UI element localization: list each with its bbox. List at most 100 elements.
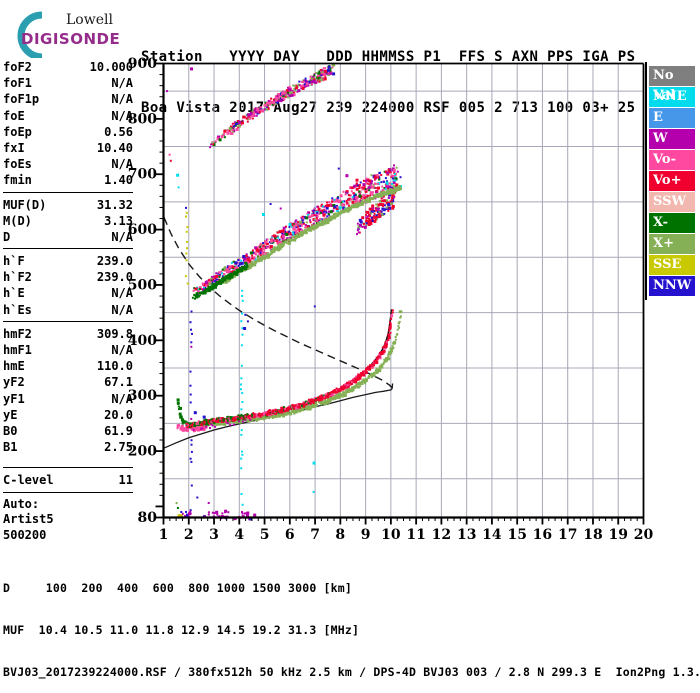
parameter-label: D bbox=[3, 229, 11, 244]
parameter-label: hmF2 bbox=[3, 326, 32, 341]
parameter-value: N/A bbox=[111, 108, 133, 123]
svg-text:15: 15 bbox=[507, 527, 526, 543]
header-field-labels: Station YYYY DAY DDD HHMMSS P1 FFS S AXN… bbox=[141, 49, 636, 65]
divider bbox=[3, 467, 133, 469]
parameter-row: h`Es N/A bbox=[3, 302, 133, 318]
parameter-row: D N/A bbox=[3, 229, 133, 245]
parameter-value: N/A bbox=[111, 92, 133, 107]
parameter-row: foF1p N/A bbox=[3, 91, 133, 107]
logo-arc-icon bbox=[17, 11, 43, 61]
parameter-row: M(D) 3.13 bbox=[3, 213, 133, 229]
parameter-label: fmin bbox=[3, 173, 32, 188]
parameter-row: yE 20.0 bbox=[3, 407, 133, 423]
distance-row: D 100 200 400 600 800 1000 1500 3000 [km… bbox=[3, 581, 353, 595]
parameter-label: MUF(D) bbox=[3, 197, 47, 212]
parameter-label: h`E bbox=[3, 286, 25, 301]
station-header: Station YYYY DAY DDD HHMMSS P1 FFS S AXN… bbox=[141, 15, 635, 134]
parameter-row: MUF(D) 31.32 bbox=[3, 197, 133, 213]
autoscaling-info-line: Auto: bbox=[3, 496, 40, 511]
parameter-row: fxI 10.40 bbox=[3, 140, 133, 156]
parameter-value: 67.1 bbox=[104, 375, 133, 390]
svg-text:18: 18 bbox=[583, 527, 602, 543]
parameter-label: foEs bbox=[3, 157, 32, 172]
legend-separator bbox=[645, 62, 647, 300]
divider bbox=[3, 491, 133, 493]
parameter-row: h`F 239.0 bbox=[3, 253, 133, 269]
parameter-value: 11 bbox=[118, 473, 133, 488]
parameter-row: hmF1 N/A bbox=[3, 342, 133, 358]
parameter-label: foF1 bbox=[3, 76, 32, 91]
parameter-row: h`F2 239.0 bbox=[3, 269, 133, 285]
svg-text:5: 5 bbox=[260, 527, 270, 543]
parameter-label: hmF1 bbox=[3, 343, 32, 357]
parameter-row: foE N/A bbox=[3, 108, 133, 124]
header-field-values: Boa Vista 2017 Aug27 239 224000 RSF 005 … bbox=[141, 100, 636, 116]
autoscaling-info-line: Artist5 bbox=[3, 512, 54, 526]
legend-item: Vo- bbox=[649, 150, 695, 170]
digisonde-logo: Lowell DIGISONDE bbox=[8, 4, 138, 61]
logo-lowell-text: Lowell bbox=[66, 12, 113, 28]
parameter-value: 61.9 bbox=[104, 423, 133, 438]
parameter-value: 309.8 bbox=[96, 326, 133, 341]
svg-text:300: 300 bbox=[128, 388, 157, 404]
filename-row: BVJ03_2017239224000.RSF / 380fx512h 50 k… bbox=[3, 665, 700, 679]
parameter-panel: foF2 10.000 foF1 N/A foF1p N/A foE N/A foEp 0.56 f… bbox=[3, 59, 133, 543]
legend-item: X+ bbox=[649, 234, 695, 254]
svg-text:500: 500 bbox=[128, 278, 157, 294]
parameter-row: hmE 110.0 bbox=[3, 358, 133, 374]
divider bbox=[3, 320, 133, 322]
parameter-label: h`F bbox=[3, 254, 25, 269]
parameter-label: hmE bbox=[3, 359, 25, 374]
parameter-value: 2.75 bbox=[104, 440, 133, 455]
parameter-row: foEp 0.56 bbox=[3, 124, 133, 140]
svg-text:13: 13 bbox=[457, 527, 476, 543]
parameter-label: h`Es bbox=[3, 302, 32, 317]
svg-text:19: 19 bbox=[608, 527, 627, 543]
svg-text:1: 1 bbox=[159, 527, 169, 543]
legend-item: SSW bbox=[649, 192, 695, 212]
legend-item: No Val bbox=[649, 66, 695, 103]
parameter-value: 239.0 bbox=[96, 270, 133, 285]
parameter-row: fmin 1.40 bbox=[3, 172, 133, 188]
parameter-row: foF1 N/A bbox=[3, 75, 133, 91]
parameter-label: yF1 bbox=[3, 391, 25, 406]
parameter-value: 20.0 bbox=[104, 407, 133, 422]
svg-text:800: 800 bbox=[128, 111, 157, 127]
svg-text:600: 600 bbox=[128, 222, 157, 238]
parameter-value: 110.0 bbox=[96, 359, 133, 374]
parameter-label: foF1p bbox=[3, 92, 40, 107]
parameter-label: M(D) bbox=[3, 213, 32, 228]
svg-text:10: 10 bbox=[381, 527, 401, 543]
parameter-label: h`F2 bbox=[3, 270, 32, 285]
svg-text:200: 200 bbox=[128, 444, 157, 460]
parameter-row: hmF2 309.8 bbox=[3, 326, 133, 342]
legend-item: NNW bbox=[649, 276, 695, 296]
parameter-value: 0.56 bbox=[104, 124, 133, 139]
parameter-value: 3.13 bbox=[104, 213, 133, 228]
divider bbox=[3, 191, 133, 193]
parameter-label: fxI bbox=[3, 140, 25, 155]
digisonde-ionogram-window: { "logo": {"line1": "Lowell", "line2": "… bbox=[3, 4, 700, 679]
svg-text:2: 2 bbox=[184, 527, 194, 543]
parameter-row: C-level 11 bbox=[3, 472, 133, 488]
parameter-row: B0 61.9 bbox=[3, 423, 133, 439]
parameter-value: N/A bbox=[111, 391, 133, 406]
parameter-value: N/A bbox=[111, 157, 133, 172]
bottom-info: D 100 200 400 600 800 1000 1500 3000 [km… bbox=[3, 553, 700, 693]
parameter-value: N/A bbox=[111, 229, 133, 244]
svg-text:20: 20 bbox=[634, 527, 654, 543]
divider bbox=[3, 248, 133, 250]
svg-text:3: 3 bbox=[209, 527, 219, 543]
svg-text:7: 7 bbox=[310, 527, 320, 543]
parameter-row: yF1 N/A bbox=[3, 391, 133, 407]
parameter-row: foEs N/A bbox=[3, 156, 133, 172]
parameter-value: N/A bbox=[111, 343, 133, 357]
legend-item: E bbox=[649, 108, 695, 128]
svg-text:700: 700 bbox=[128, 167, 157, 183]
parameter-row: B1 2.75 bbox=[3, 439, 133, 455]
svg-text:80: 80 bbox=[138, 510, 158, 526]
muf-row: MUF 10.4 10.5 11.0 11.8 12.9 14.5 19.2 3… bbox=[3, 623, 360, 637]
parameter-label: foE bbox=[3, 108, 25, 123]
